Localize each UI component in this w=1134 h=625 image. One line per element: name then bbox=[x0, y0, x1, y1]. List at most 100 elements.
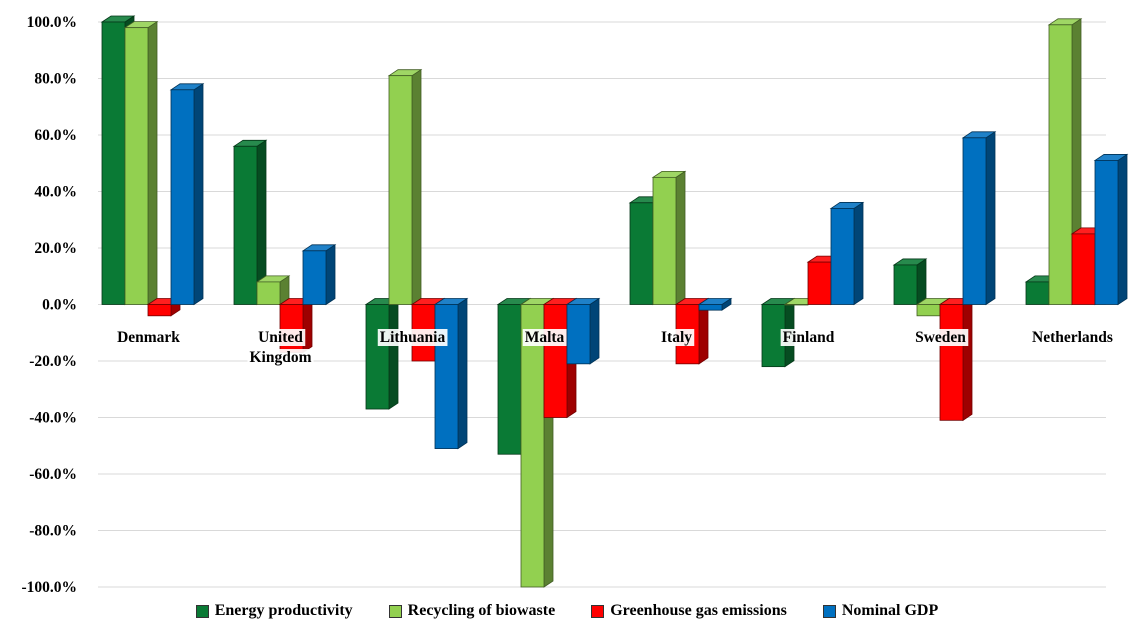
y-tick-label: 0.0% bbox=[42, 297, 77, 314]
bar-front-face bbox=[233, 145, 258, 305]
category-label-malta: Malta bbox=[522, 329, 567, 346]
legend-item-nominal-gdp: Nominal GDP bbox=[822, 602, 939, 620]
legend-swatch-recycling-of-biowaste bbox=[388, 604, 402, 618]
category-label-bg bbox=[115, 329, 183, 346]
category-label-lithuania: Lithuania bbox=[377, 329, 448, 346]
bar-front-face bbox=[566, 304, 591, 365]
legend-swatch-energy-productivity bbox=[195, 604, 209, 618]
bar-front-face bbox=[434, 304, 459, 449]
bar-nominal-gdp-denmark bbox=[169, 83, 205, 306]
category-label-sweden: Sweden bbox=[913, 329, 969, 346]
category-label-line: Malta bbox=[525, 329, 565, 346]
bar-side-face bbox=[411, 68, 422, 306]
category-label-line: Denmark bbox=[117, 329, 180, 346]
legend-label-nominal-gdp: Nominal GDP bbox=[841, 602, 939, 619]
category-label-bg bbox=[377, 329, 448, 346]
bar-side-face bbox=[1117, 153, 1128, 306]
legend: Energy productivity Recycling of biowast… bbox=[0, 598, 1134, 624]
bar-front-face bbox=[698, 304, 723, 311]
bar-side-face bbox=[675, 170, 686, 306]
legend-item-greenhouse-gas-emissions: Greenhouse gas emissions bbox=[591, 602, 787, 620]
bar-front-face bbox=[170, 89, 195, 305]
bar-side-face bbox=[325, 244, 336, 306]
bar-nominal-gdp-malta bbox=[565, 297, 601, 365]
category-label-line: Kingdom bbox=[249, 349, 311, 366]
bar-nominal-gdp-finland bbox=[829, 201, 865, 306]
bar-side-face bbox=[916, 258, 927, 306]
bar-energy-productivity-sweden bbox=[892, 258, 928, 306]
bar-front-face bbox=[124, 27, 149, 305]
category-label-bg bbox=[247, 349, 314, 366]
bar-nominal-gdp-netherlands bbox=[1093, 153, 1129, 306]
y-tick-label: -40.0% bbox=[29, 410, 77, 427]
bar-front-face bbox=[147, 304, 172, 317]
bar-nominal-gdp-italy bbox=[697, 297, 733, 311]
category-label-denmark: Denmark bbox=[115, 329, 183, 346]
bar-front-face bbox=[1094, 160, 1119, 305]
category-label-finland: Finland bbox=[780, 329, 837, 346]
bar-front-face bbox=[893, 264, 918, 305]
bar-front-face bbox=[520, 304, 545, 588]
bar-front-face bbox=[1048, 24, 1073, 305]
bar-side-face bbox=[457, 297, 468, 450]
category-label-bg bbox=[913, 329, 969, 346]
bar-energy-productivity-united-kingdom bbox=[232, 139, 268, 306]
bar-side-face bbox=[589, 297, 600, 365]
legend-item-recycling-of-biowaste: Recycling of biowaste bbox=[388, 602, 556, 620]
bar-front-face bbox=[388, 75, 413, 305]
category-label-italy: Italy bbox=[659, 329, 695, 346]
bars bbox=[100, 15, 1129, 588]
legend-swatch-nominal-gdp bbox=[822, 604, 836, 618]
category-label-netherlands: Netherlands bbox=[1030, 329, 1115, 346]
category-label-line: Lithuania bbox=[380, 329, 446, 346]
bar-side-face bbox=[193, 83, 204, 306]
bar-front-face bbox=[784, 304, 809, 306]
y-tick-label: 20.0% bbox=[34, 240, 77, 257]
bar-front-face bbox=[1025, 281, 1050, 305]
bar-energy-productivity-finland bbox=[760, 297, 796, 368]
category-label-line: Italy bbox=[661, 329, 692, 346]
legend-label-recycling-of-biowaste: Recycling of biowaste bbox=[407, 602, 556, 619]
bar-side-face bbox=[853, 201, 864, 306]
bar-recycling-of-biowaste-lithuania bbox=[387, 68, 423, 306]
category-label-line: Finland bbox=[783, 329, 835, 346]
legend-label-energy-productivity: Energy productivity bbox=[214, 602, 353, 619]
bar-front-face bbox=[830, 208, 855, 305]
bar-recycling-of-biowaste-denmark bbox=[123, 20, 159, 306]
bar-nominal-gdp-united-kingdom bbox=[301, 244, 337, 306]
legend-item-energy-productivity: Energy productivity bbox=[195, 602, 353, 620]
bar-front-face bbox=[302, 250, 327, 305]
bar-nominal-gdp-lithuania bbox=[433, 297, 469, 450]
bar-greenhouse-gas-emissions-sweden bbox=[938, 297, 974, 422]
bar-front-face bbox=[543, 304, 568, 418]
bar-side-face bbox=[985, 131, 996, 306]
y-tick-label: -20.0% bbox=[29, 353, 77, 370]
category-label-bg bbox=[256, 329, 306, 346]
y-tick-label: -80.0% bbox=[29, 523, 77, 540]
legend-swatch-greenhouse-gas-emissions bbox=[591, 604, 605, 618]
bar-front-face bbox=[365, 304, 390, 410]
bar-front-face bbox=[652, 176, 677, 305]
bar-side-face bbox=[388, 297, 399, 410]
category-label-united-kingdom: United Kingdom bbox=[247, 329, 314, 366]
bar-front-face bbox=[629, 202, 654, 305]
y-tick-label: 100.0% bbox=[27, 14, 77, 31]
bar-front-face bbox=[497, 304, 522, 455]
bar-nominal-gdp-sweden bbox=[961, 131, 997, 306]
bar-front-face bbox=[939, 304, 964, 421]
bar-energy-productivity-lithuania bbox=[364, 297, 400, 410]
bar-chart: 100.0% 80.0% 60.0% 40.0% 20.0% 0.0% -20.0% -40.… bbox=[21, 14, 1129, 596]
category-label-bg bbox=[1030, 329, 1115, 346]
category-label-line: Netherlands bbox=[1032, 329, 1113, 346]
y-tick-label: 40.0% bbox=[34, 184, 77, 201]
category-label-bg bbox=[780, 329, 837, 346]
bar-recycling-of-biowaste-united-kingdom bbox=[255, 275, 291, 306]
bar-front-face bbox=[962, 137, 987, 305]
bar-recycling-of-biowaste-italy bbox=[651, 170, 687, 306]
y-tick-label: 80.0% bbox=[34, 71, 77, 88]
bar-front-face bbox=[1071, 233, 1096, 305]
bar-side-face bbox=[147, 20, 158, 306]
category-labels: Denmark United Kingdom Lithuania Malta Italy F… bbox=[115, 329, 1115, 366]
bar-front-face bbox=[807, 261, 832, 305]
